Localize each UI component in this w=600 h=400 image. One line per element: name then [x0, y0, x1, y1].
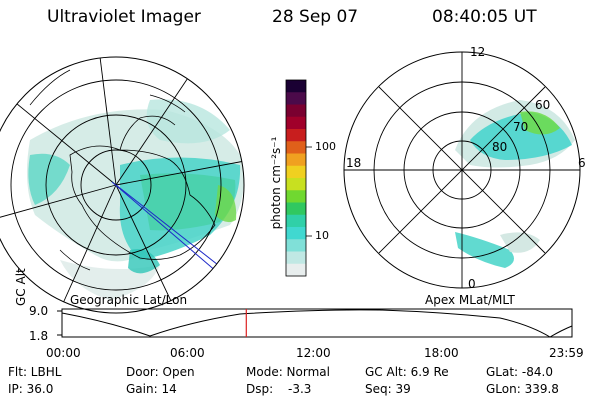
colorbar-band [286, 239, 306, 252]
date-label: 28 Sep 07 [272, 7, 359, 27]
colorbar-band [286, 263, 306, 277]
altitude-axis-label: GC Alt [14, 268, 28, 306]
time-tick-1200: 12:00 [296, 346, 331, 360]
colorbar-band [286, 214, 306, 228]
colorbar-band [286, 178, 306, 191]
colorbar-band [286, 80, 306, 93]
filter-status: Flt: LBHL [8, 365, 62, 379]
dsp-value: -3.3 [288, 382, 312, 396]
mlat-mlt-caption: Apex MLat/MLT [425, 293, 515, 307]
gain-status: Gain: 14 [126, 382, 177, 396]
geographic-caption: Geographic Lat/Lon [70, 293, 188, 307]
glon-status: GLon: 339.8 [486, 382, 559, 396]
mlat-label-60: 60 [535, 98, 551, 112]
altitude-curve [61, 309, 573, 338]
alt-tick-label-high: 9.0 [29, 304, 49, 318]
colorbar-band [286, 141, 306, 154]
colorbar-band [286, 129, 306, 142]
time-label: 08:40:05 UT [432, 7, 537, 27]
time-tick-1800: 18:00 [424, 346, 459, 360]
colorbar-band [286, 104, 306, 118]
mode-status: Mode: Normal [246, 365, 330, 379]
time-tick-2359: 23:59 [549, 346, 584, 360]
colorbar-band [286, 165, 306, 179]
mlt-label-12: 12 [470, 45, 486, 59]
door-status: Door: Open [126, 365, 195, 379]
geographic-outer-ring [0, 56, 245, 314]
colorbar-unit-label: photon cm⁻²s⁻¹ [269, 136, 283, 230]
alt-tick-label-low: 1.8 [29, 329, 49, 343]
colorbar-band [286, 227, 306, 240]
mlat-mlt-grid [343, 51, 581, 289]
colorbar-band [286, 153, 306, 167]
intensity-colorbar [286, 80, 306, 277]
mlt-label-6: 6 [578, 156, 586, 170]
time-tick-0000: 00:00 [46, 346, 81, 360]
time-tick-0600: 06:00 [170, 346, 205, 360]
mlat-label-70: 70 [513, 120, 529, 134]
sequence-status: Seq: 39 [365, 382, 411, 396]
mlt-label-18: 18 [346, 156, 362, 170]
colorbar-frame [285, 79, 307, 277]
colorbar-band [286, 116, 306, 130]
glat-status: GLat: -84.0 [486, 365, 553, 379]
instrument-title: Ultraviolet Imager [47, 7, 201, 27]
colorbar-label-100: 100 [315, 140, 336, 153]
colorbar-band [286, 202, 306, 216]
dsp-label: Dsp: [246, 382, 274, 396]
colorbar-band [286, 251, 306, 265]
altitude-strip-plot [57, 308, 573, 338]
colorbar-band [286, 92, 306, 105]
mlat-label-80: 80 [492, 140, 508, 154]
geographic-auroral-image [0, 57, 244, 313]
ip-status: IP: 36.0 [8, 382, 54, 396]
mlt-label-0: 0 [468, 277, 476, 291]
colorbar-label-10: 10 [315, 229, 329, 242]
gc-alt-status: GC Alt: 6.9 Re [365, 365, 449, 379]
geographic-image-panel [0, 51, 581, 314]
altitude-strip-frame [61, 308, 573, 338]
colorbar-band [286, 190, 306, 203]
